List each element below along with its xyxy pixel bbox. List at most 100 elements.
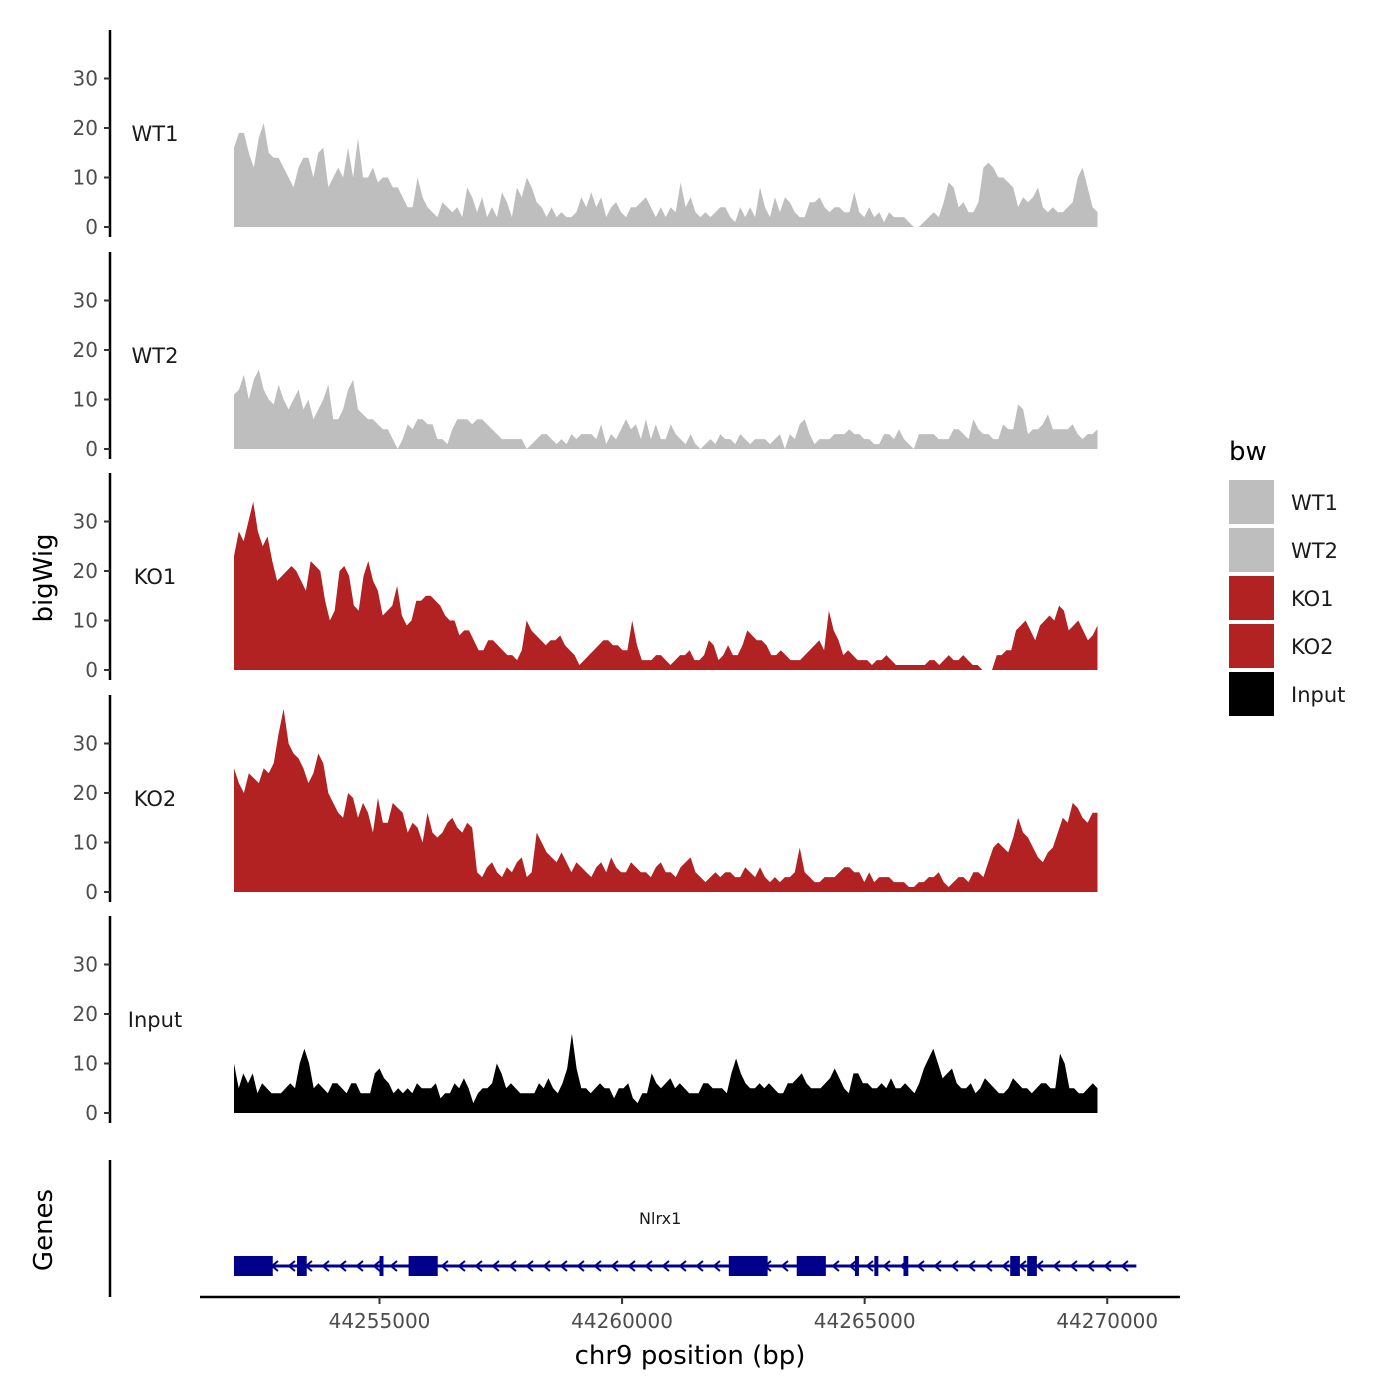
strand-arrow [831,1260,840,1272]
y-tick-label: 30 [73,67,98,91]
track-input: 0 10 20 30 Input [73,916,1098,1125]
track-wt1: 0 10 20 30 WT1 [73,30,1098,239]
y-tick-label: 10 [73,1052,98,1076]
strand-arrow [933,1260,942,1272]
legend-key-wt1 [1229,480,1274,524]
coverage-area-wt1 [234,123,1098,227]
strand-arrow [1103,1260,1112,1272]
strand-arrow [576,1260,585,1272]
track-label-wt2: WT2 [132,344,179,368]
strand-arrow [525,1260,534,1272]
exon [408,1256,438,1276]
legend-label-ko1: KO1 [1291,587,1334,611]
legend-label-input: Input [1291,683,1345,707]
exon [1027,1256,1037,1276]
track-ko2: 0 10 20 30 KO2 [73,695,1098,904]
strand-arrow [882,1260,891,1272]
y-tick-label: 30 [73,510,98,534]
strand-arrow [287,1260,296,1272]
exon [903,1256,909,1276]
exon [1010,1256,1020,1276]
strand-arrow [661,1260,670,1272]
gene-label: Nlrx1 [639,1209,681,1228]
gene-panel: Nlrx1 [108,1160,1137,1297]
strand-arrow [610,1260,619,1272]
exon [379,1256,384,1276]
strand-arrow [1035,1260,1044,1272]
strand-arrow [848,1260,857,1272]
coverage-area-ko2 [234,708,1098,892]
exon [796,1256,826,1276]
track-label-ko1: KO1 [134,565,177,589]
strand-arrow [678,1260,687,1272]
exon [233,1256,273,1276]
y-tick-label: 20 [73,338,98,362]
strand-arrow [1001,1260,1010,1272]
strand-arrow [355,1260,364,1272]
strand-arrow [916,1260,925,1272]
y-axis-title: bigWig [29,533,59,622]
coverage-area-wt2 [234,369,1098,449]
coverage-tracks: 0 10 20 30 WT1 0 10 20 30 WT2 0 10 20 30 KO1 0 10 20 30 KO2… [73,30,1098,1125]
strand-arrow [950,1260,959,1272]
strand-arrow [474,1260,483,1272]
x-tick-label: 44255000 [329,1309,431,1333]
y-tick-label: 20 [73,559,98,583]
strand-arrow [542,1260,551,1272]
strand-arrow [1018,1260,1027,1272]
coverage-area-ko1 [234,501,1098,670]
strand-arrow [389,1260,398,1272]
strand-arrow [321,1260,330,1272]
y-tick-label: 0 [85,215,98,239]
exon [874,1256,879,1276]
exon [728,1256,768,1276]
strand-arrow [372,1260,381,1272]
genes-axis-title: Genes [29,1189,59,1271]
legend-key-input [1229,672,1274,716]
y-tick-label: 30 [73,953,98,977]
y-tick-label: 0 [85,880,98,904]
x-tick-label: 44260000 [571,1309,673,1333]
strand-arrow [712,1260,721,1272]
track-wt2: 0 10 20 30 WT2 [73,252,1098,461]
track-label-wt1: WT1 [132,122,179,146]
strand-arrow [1052,1260,1061,1272]
x-axis-title: chr9 position (bp) [575,1341,806,1371]
track-ko1: 0 10 20 30 KO1 [73,473,1098,682]
y-tick-label: 0 [85,658,98,682]
legend-key-ko2 [1229,624,1274,668]
y-tick-label: 30 [73,289,98,313]
exon [297,1256,307,1276]
legend-label-wt1: WT1 [1291,491,1338,515]
strand-arrow [1086,1260,1095,1272]
y-tick-label: 10 [73,166,98,190]
x-tick-label: 44265000 [814,1309,916,1333]
strand-arrow [780,1260,789,1272]
y-tick-label: 20 [73,1002,98,1026]
strand-arrow [627,1260,636,1272]
strand-arrow [457,1260,466,1272]
legend-key-wt2 [1229,528,1274,572]
track-label-ko2: KO2 [134,787,177,811]
strand-arrow [1069,1260,1078,1272]
strand-arrow [967,1260,976,1272]
coverage-area-input [234,1033,1098,1113]
exon [854,1256,859,1276]
strand-arrow [508,1260,517,1272]
legend-title: bw [1229,437,1267,467]
strand-arrow [984,1260,993,1272]
strand-arrow [338,1260,347,1272]
y-tick-label: 10 [73,609,98,633]
strand-arrow [865,1260,874,1272]
x-tick-label: 44270000 [1056,1309,1158,1333]
track-label-input: Input [128,1008,182,1032]
y-tick-label: 0 [85,437,98,461]
y-tick-label: 10 [73,388,98,412]
strand-arrow [644,1260,653,1272]
y-tick-label: 10 [73,831,98,855]
strand-arrow [593,1260,602,1272]
legend: bw WT1 WT2 KO1 KO2 Input [1229,437,1345,716]
y-tick-label: 20 [73,116,98,140]
legend-key-ko1 [1229,576,1274,620]
